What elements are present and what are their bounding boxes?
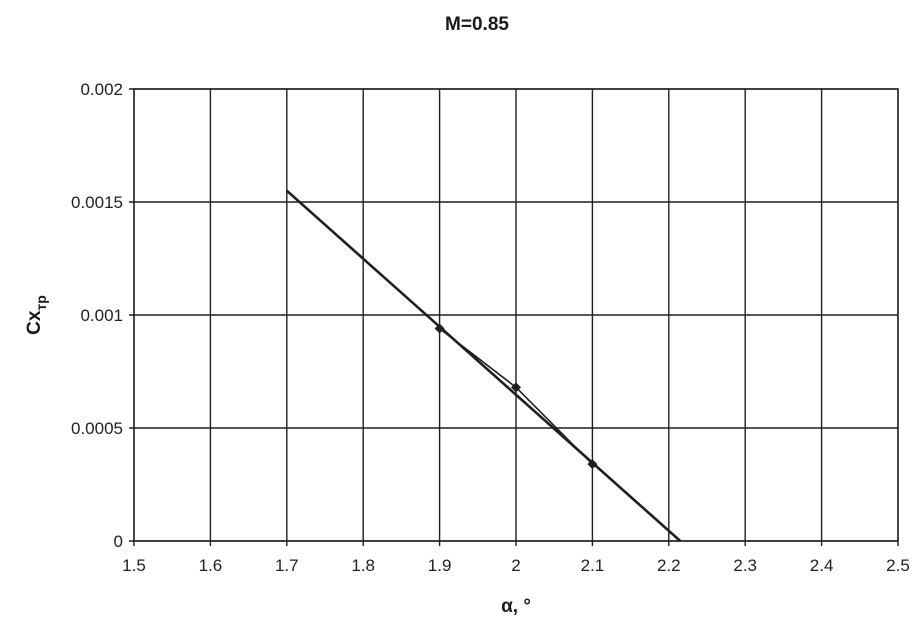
x-tick-label: 1.5 (122, 556, 146, 575)
grid (129, 88, 899, 546)
y-axis-label-subscript: тр (33, 295, 49, 310)
x-tick-label: 2.1 (581, 556, 605, 575)
x-tick-label: 2.5 (886, 556, 910, 575)
x-tick-label: 1.7 (275, 556, 299, 575)
y-tick-label: 0.0005 (71, 419, 123, 438)
y-tick-labels: 0 0.0005 0.001 0.0015 0.002 (71, 80, 123, 551)
data-points (434, 323, 598, 470)
y-axis-label-group: Cxтр (24, 295, 49, 335)
plot-frame (133, 88, 899, 542)
x-tick-label: 2.3 (733, 556, 757, 575)
x-tick-label: 2 (511, 556, 520, 575)
y-tick-label: 0.001 (80, 306, 123, 325)
x-axis-label: α, ° (501, 596, 531, 617)
y-tick-label: 0.002 (80, 80, 123, 99)
y-tick-label: 0.0015 (71, 193, 123, 212)
y-axis-label-main: Cx (24, 310, 45, 335)
x-tick-label: 2.2 (657, 556, 681, 575)
chart-title: M=0.85 (445, 14, 509, 35)
x-tick-label: 1.8 (351, 556, 375, 575)
x-tick-label: 1.9 (428, 556, 452, 575)
data-point-2 (511, 382, 521, 393)
y-axis-label: Cxтр (24, 295, 49, 335)
trendline (285, 189, 682, 542)
x-tick-label: 1.6 (199, 556, 223, 575)
y-tick-label: 0 (114, 532, 123, 551)
x-tick-label: 2.4 (810, 556, 834, 575)
data-point-1 (434, 323, 445, 334)
data-point-3 (587, 459, 598, 470)
x-tick-labels: 1.5 1.6 1.7 1.8 1.9 2 2.1 2.2 2.3 2.4 2.5 (122, 556, 910, 575)
